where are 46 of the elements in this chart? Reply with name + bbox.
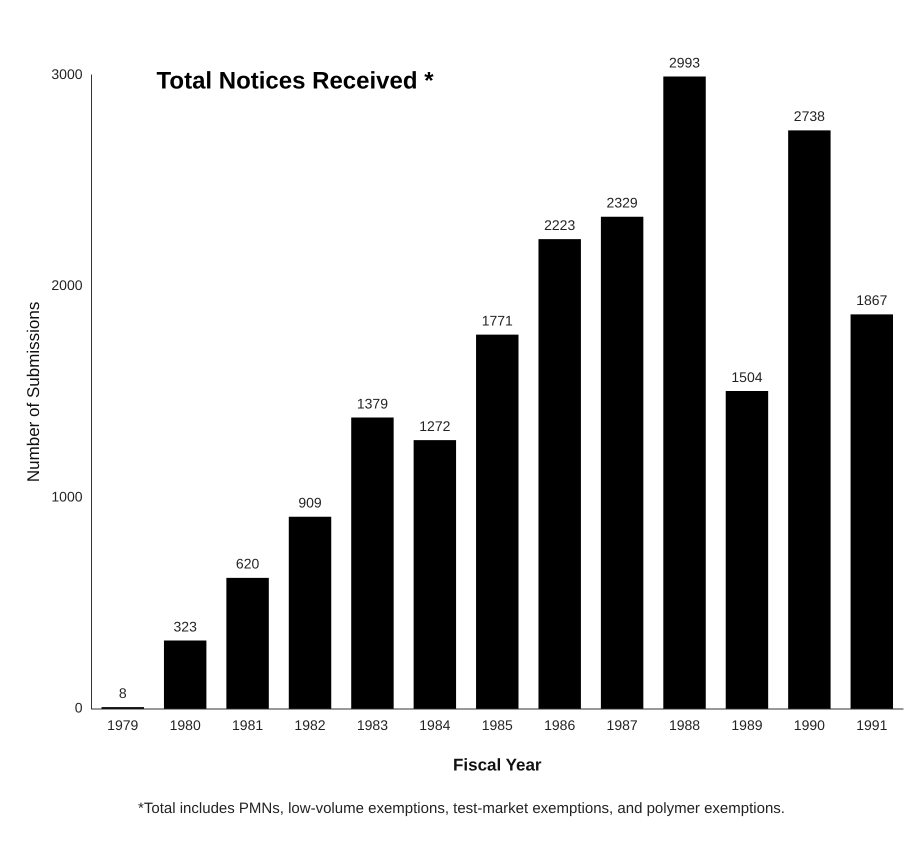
x-tick-label: 1979 — [107, 717, 139, 734]
bar — [726, 391, 768, 709]
text: *Total includes PMNs, low-volume exemptions, test-market exemptions, and polymer exemptions. — [137, 800, 786, 817]
x-tick-label: 1981 — [232, 717, 264, 734]
data-label: 909 — [298, 494, 322, 511]
bar — [226, 578, 269, 709]
data-label: 8 — [118, 684, 127, 701]
bar — [600, 216, 644, 709]
data-label: 1272 — [419, 418, 451, 434]
data-label: 1771 — [482, 312, 514, 329]
x-tick-label: 1989 — [731, 717, 763, 734]
x-tick-label: 1983 — [356, 717, 388, 734]
y-axis-title: Number of Submissions — [24, 302, 43, 482]
bar — [351, 417, 394, 709]
x-tick-label: 1986 — [544, 717, 576, 734]
data-label: 1867 — [856, 292, 888, 308]
x-tick-label: 1991 — [856, 717, 888, 734]
x-tick-label: 1980 — [170, 717, 201, 734]
data-label: 2329 — [606, 194, 638, 211]
bar — [788, 130, 831, 709]
bar — [850, 314, 894, 709]
bar — [476, 334, 518, 709]
chart-title: Total Notices Received * — [156, 68, 434, 95]
bar — [663, 76, 706, 709]
data-label: 2223 — [544, 217, 576, 234]
data-label: 1504 — [731, 368, 763, 385]
x-tick-label: 1982 — [294, 717, 326, 734]
x-tick-label: 1990 — [794, 717, 826, 734]
x-tick-label: 1987 — [606, 717, 638, 734]
x-tick-label: 1985 — [482, 717, 514, 734]
bar — [538, 239, 581, 709]
data-label: 2738 — [794, 108, 826, 124]
y-tick-label: 3000 — [51, 66, 83, 82]
y-tick-label: 0 — [74, 700, 83, 716]
bar — [288, 516, 332, 709]
data-label: 2993 — [668, 54, 700, 70]
bar — [164, 640, 206, 709]
x-tick-label: 1988 — [668, 717, 700, 734]
bar — [414, 440, 456, 709]
y-tick-label: 2000 — [51, 277, 83, 294]
x-axis-title: Fiscal Year — [453, 755, 542, 774]
data-label: 1379 — [356, 395, 388, 412]
x-tick-label: 1984 — [419, 717, 451, 734]
data-label: 323 — [173, 618, 198, 634]
y-tick-label: 1000 — [51, 488, 83, 504]
data-label: 620 — [236, 556, 260, 572]
